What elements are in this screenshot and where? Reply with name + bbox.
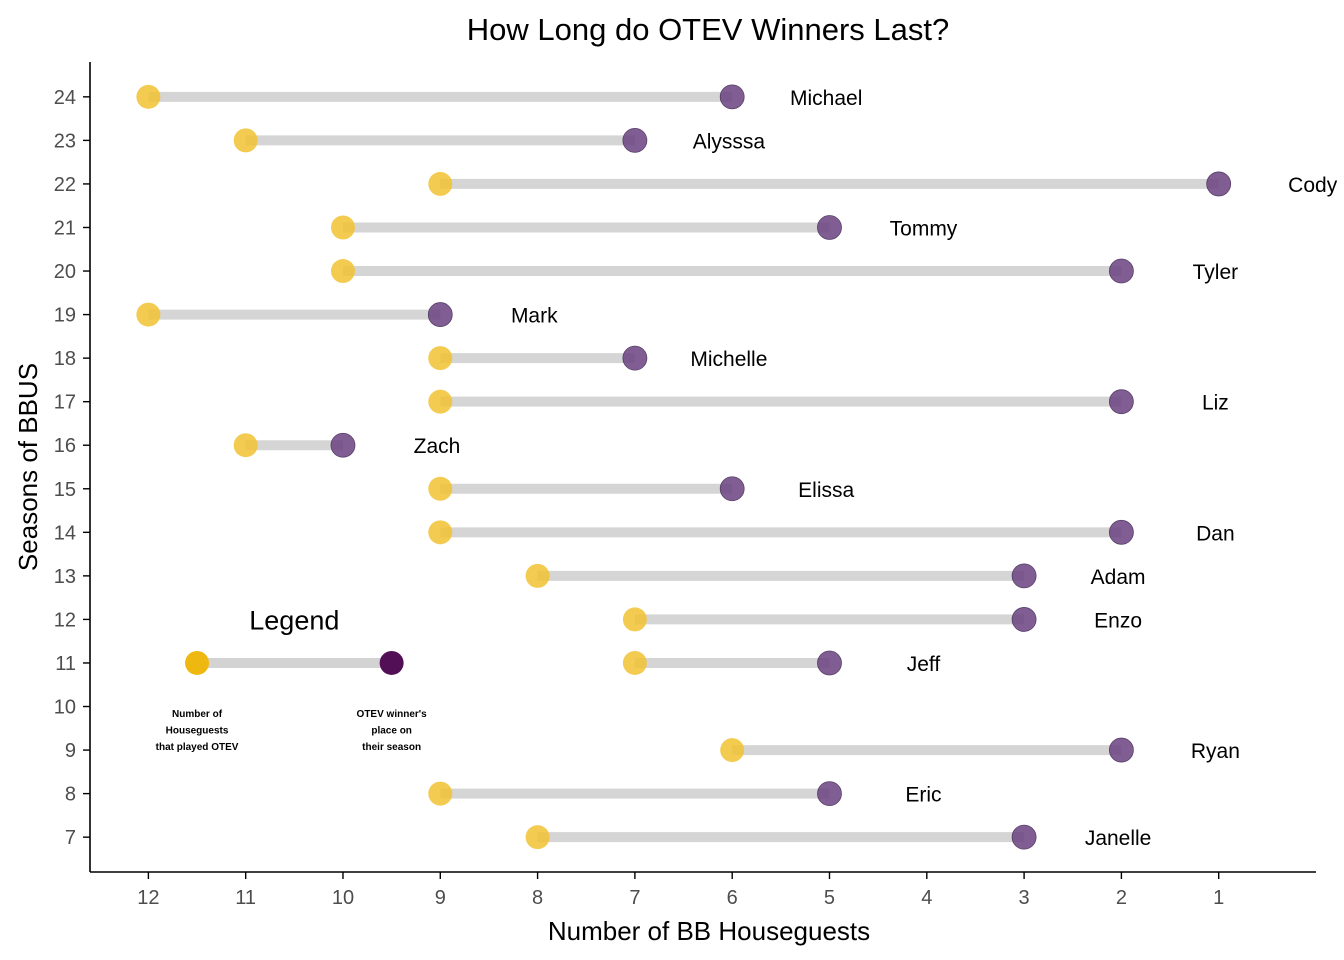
winner-place-point (1011, 563, 1037, 589)
y-tick-label: 15 (54, 479, 76, 501)
otev-houseguest-count-point (428, 476, 453, 501)
winner-place-point (817, 215, 842, 240)
winner-name-label: Elissa (798, 479, 854, 502)
legend-title: Legend (249, 605, 339, 635)
y-tick-label: 13 (54, 566, 76, 588)
y-axis-ticks: 7 8 9 10 11 12 13 14 15 16 17 18 19 20 21 22 23 24 (54, 87, 90, 849)
winner-name-label: Michael (790, 87, 862, 110)
winner-place-point (1108, 737, 1134, 763)
legend-start-note: Houseguests (166, 725, 229, 736)
y-tick-label: 24 (54, 87, 76, 109)
winner-name-label: Ryan (1191, 740, 1240, 763)
winner-name-label: Tommy (890, 217, 958, 240)
otev-houseguest-count-point (233, 433, 258, 458)
otev-houseguest-count-point (428, 346, 453, 371)
winner-name-label: Adam (1091, 566, 1146, 589)
winner-name-label: Enzo (1094, 609, 1142, 632)
winner-place-point (1108, 389, 1134, 415)
winner-place-point (719, 84, 745, 110)
x-tick-label: 1 (1213, 887, 1224, 909)
x-tick-label: 7 (629, 887, 640, 909)
otev-houseguest-count-point (622, 607, 647, 632)
winner-name-label: Mark (511, 305, 558, 328)
y-axis-title: Seasons of BBUS (13, 363, 43, 571)
y-tick-label: 18 (54, 348, 76, 370)
winner-place-point (1011, 607, 1037, 632)
otev-houseguest-count-point (428, 171, 453, 196)
y-tick-label: 7 (65, 827, 76, 849)
y-tick-label: 10 (54, 697, 76, 719)
winner-place-point (817, 781, 842, 807)
chart-title: How Long do OTEV Winners Last? (467, 12, 949, 47)
winner-place-point (719, 476, 745, 502)
winner-name-label: Alysssa (693, 130, 766, 153)
otev-houseguest-count-point (136, 84, 161, 109)
otev-houseguest-count-point (622, 650, 647, 675)
legend-start-note: that played OTEV (156, 742, 239, 753)
winner-place-point (1011, 824, 1037, 850)
x-tick-label: 3 (1019, 887, 1030, 909)
x-tick-label: 8 (532, 887, 543, 909)
winner-place-point (427, 302, 453, 327)
x-tick-label: 4 (921, 887, 932, 909)
legend-end-point (379, 650, 404, 675)
otev-houseguest-count-point (136, 302, 161, 327)
winner-place-point (1206, 171, 1232, 197)
y-tick-label: 14 (54, 522, 76, 544)
winner-place-point (330, 432, 356, 458)
x-tick-label: 10 (332, 887, 354, 909)
legend-end-note: their season (362, 742, 421, 753)
winner-name-label: Michelle (690, 348, 767, 371)
x-axis-ticks: 12 11 10 9 8 7 6 5 4 3 2 1 (137, 872, 1224, 909)
winner-place-point (1108, 258, 1134, 284)
y-tick-label: 20 (54, 261, 76, 283)
y-tick-label: 17 (54, 392, 76, 414)
y-tick-label: 23 (54, 130, 76, 152)
x-tick-label: 2 (1116, 887, 1127, 909)
x-tick-label: 5 (824, 887, 835, 909)
x-tick-label: 9 (435, 887, 446, 909)
y-tick-label: 21 (54, 217, 76, 239)
legend-start-point (185, 650, 210, 675)
y-tick-label: 16 (54, 435, 76, 457)
otev-houseguest-count-point (233, 128, 258, 153)
otev-houseguest-count-point (330, 259, 355, 284)
otev-houseguest-count-point (428, 389, 453, 414)
x-tick-label: 6 (727, 887, 738, 909)
y-tick-label: 8 (65, 784, 76, 806)
winner-place-point (1108, 519, 1134, 545)
x-tick-label: 11 (235, 887, 256, 909)
y-tick-label: 22 (54, 174, 76, 196)
x-tick-label: 12 (137, 887, 159, 909)
y-tick-label: 19 (54, 305, 76, 327)
y-tick-label: 11 (55, 653, 76, 675)
legend-end-note: OTEV winner's (357, 709, 428, 720)
otev-houseguest-count-point (525, 563, 550, 588)
otev-houseguest-count-point (428, 520, 453, 545)
winner-place-point (622, 345, 648, 371)
x-axis-title: Number of BB Houseguests (548, 916, 870, 946)
otev-houseguest-count-point (525, 825, 550, 850)
winner-name-label: Eric (905, 784, 941, 807)
winner-name-label: Liz (1202, 392, 1229, 415)
legend-end-note: place on (371, 725, 412, 736)
winner-name-label: Tyler (1193, 261, 1239, 284)
winner-name-label: Janelle (1085, 827, 1152, 850)
winner-name-label: Dan (1196, 522, 1235, 545)
winner-name-label: Jeff (907, 653, 941, 676)
legend-start-note: Number of (172, 709, 223, 720)
winner-place-point (622, 127, 648, 153)
winner-name-label: Cody (1288, 174, 1338, 197)
otev-houseguest-count-point (330, 215, 355, 240)
winner-name-label: Zach (414, 435, 461, 458)
winner-place-point (817, 650, 842, 676)
otev-houseguest-count-point (428, 781, 453, 806)
otev-houseguest-count-point (720, 738, 745, 763)
y-tick-label: 12 (54, 609, 76, 631)
plot-area: Michael Alysssa Cody Tommy Tyler Mark Michelle… (136, 84, 1338, 850)
y-tick-label: 9 (65, 740, 76, 762)
